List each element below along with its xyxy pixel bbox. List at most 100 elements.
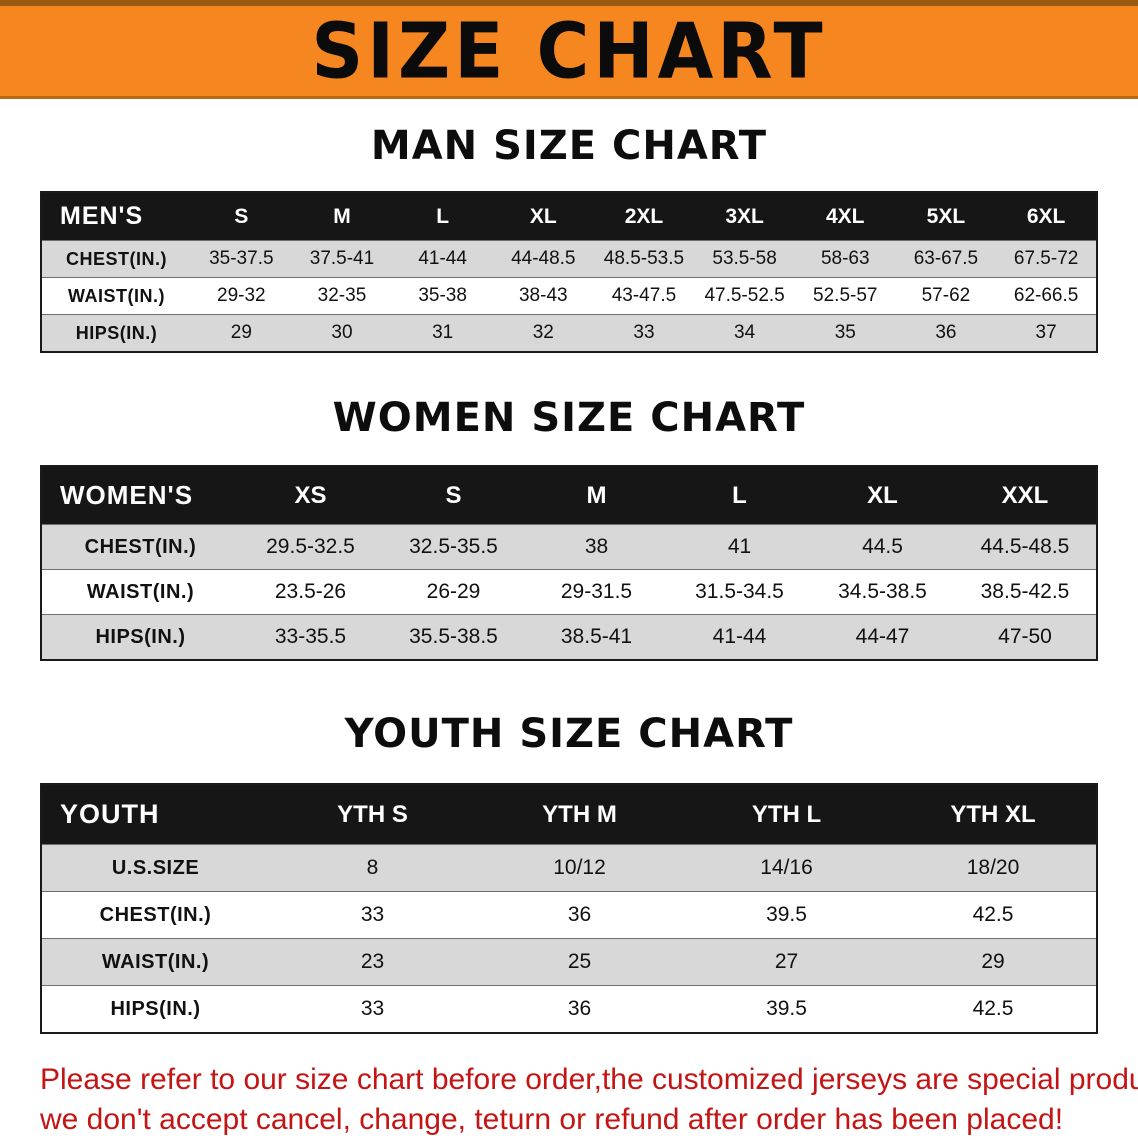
women-row-label: CHEST(IN.) <box>84 535 197 558</box>
men-measurement-cell: 32-35 <box>317 285 367 306</box>
women-measurement-cell: 32.5-35.5 <box>409 535 498 558</box>
women-size-table-body: CHEST(IN.) 29.5-32.5 32.5-35.5 38 41 44.5 44.5… <box>41 524 1097 660</box>
women-size-table-wrapper: WOMEN'S XS S M L XL XXL CHEST(IN.) 29.5-32.5 32.… <box>0 465 1138 661</box>
youth-corner-label: YOUTH <box>41 784 269 845</box>
women-measurement-cell: 38.5-42.5 <box>980 580 1070 603</box>
men-size-table-head: MEN'S S M L XL 2XL 3XL 4XL 5XL 6XL <box>41 192 1097 241</box>
men-measurement-cell: 53.5-58 <box>712 248 777 269</box>
women-measurement-cell: 38 <box>584 535 609 558</box>
women-size-column-header: S <box>382 466 525 525</box>
men-size-table-body: CHEST(IN.) 35-37.5 37.5-41 41-44 44-48.5 48.5… <box>41 240 1097 352</box>
size-chart-banner-title: SIZE CHART <box>311 6 827 96</box>
men-size-column-header: 3XL <box>694 192 795 241</box>
men-measurement-cell: 48.5-53.5 <box>603 248 685 269</box>
women-measurement-cell: 29-31.5 <box>560 580 633 603</box>
women-measurement-cell: 44-47 <box>855 625 910 648</box>
youth-measurement-cell: 33 <box>360 903 385 926</box>
men-size-column-header: 6XL <box>996 192 1097 241</box>
women-size-column-header: XS <box>239 466 382 525</box>
youth-row-label: WAIST(IN.) <box>101 950 210 973</box>
men-measurement-cell: 31 <box>432 322 454 343</box>
women-size-column-header: XXL <box>954 466 1097 525</box>
men-measurement-cell: 32 <box>532 322 554 343</box>
women-size-column-header: M <box>525 466 668 525</box>
men-row-label: CHEST(IN.) <box>66 248 167 269</box>
youth-measurement-cell: 10/12 <box>553 856 606 879</box>
women-measurement-cell: 33-35.5 <box>274 625 347 648</box>
youth-size-column-header: YTH L <box>683 784 890 845</box>
women-measurement-cell: 38.5-41 <box>560 625 633 648</box>
women-measurement-row: CHEST(IN.) 29.5-32.5 32.5-35.5 38 41 44.5 44.5… <box>41 524 1097 570</box>
men-measurement-row: WAIST(IN.) 29-32 32-35 35-38 38-43 43-47.5 47.… <box>41 277 1097 315</box>
youth-measurement-row: HIPS(IN.) 33 36 39.5 42.5 <box>41 985 1097 1034</box>
men-measurement-cell: 30 <box>331 322 353 343</box>
youth-measurement-cell: 29 <box>981 950 1005 973</box>
women-measurement-cell: 35.5-38.5 <box>409 625 498 648</box>
men-size-column-header: L <box>392 192 493 241</box>
women-measurement-cell: 23.5-26 <box>274 580 347 603</box>
women-size-table: WOMEN'S XS S M L XL XXL CHEST(IN.) 29.5-32.5 32.… <box>40 465 1098 661</box>
men-measurement-cell: 63-67.5 <box>913 248 979 269</box>
men-measurement-row: HIPS(IN.) 29 30 31 32 33 34 35 36 37 <box>41 314 1097 352</box>
men-measurement-cell: 37.5-41 <box>309 248 375 269</box>
youth-size-column-header: YTH M <box>476 784 683 845</box>
women-measurement-cell: 26-29 <box>426 580 481 603</box>
youth-header-row: YOUTH YTH S YTH M YTH L YTH XL <box>41 784 1097 845</box>
men-measurement-cell: 62-66.5 <box>1013 285 1079 306</box>
youth-measurement-cell: 36 <box>567 997 592 1020</box>
women-row-label: HIPS(IN.) <box>95 625 186 648</box>
women-measurement-cell: 29.5-32.5 <box>266 535 355 558</box>
youth-size-table-head: YOUTH YTH S YTH M YTH L YTH XL <box>41 784 1097 845</box>
youth-measurement-cell: 14/16 <box>760 856 813 879</box>
men-section-heading: MAN SIZE CHART <box>370 123 768 169</box>
women-header-row: WOMEN'S XS S M L XL XXL <box>41 466 1097 525</box>
youth-row-label: U.S.SIZE <box>111 856 200 879</box>
men-size-table-wrapper: MEN'S S M L XL 2XL 3XL 4XL 5XL 6XL CHEST(IN.) 35-3… <box>0 191 1138 353</box>
men-measurement-cell: 52.5-57 <box>813 285 878 306</box>
women-row-label: WAIST(IN.) <box>86 580 195 603</box>
youth-row-label: CHEST(IN.) <box>99 903 212 926</box>
youth-measurement-cell: 42.5 <box>972 997 1014 1020</box>
women-size-column-header: L <box>668 466 811 525</box>
men-measurement-cell: 47.5-52.5 <box>704 285 785 306</box>
youth-measurement-cell: 25 <box>567 950 592 973</box>
youth-measurement-cell: 33 <box>360 997 385 1020</box>
men-measurement-cell: 67.5-72 <box>1013 248 1079 269</box>
women-size-column-header: XL <box>811 466 954 525</box>
men-measurement-cell: 33 <box>633 322 655 343</box>
men-measurement-row: CHEST(IN.) 35-37.5 37.5-41 41-44 44-48.5 48.5… <box>41 240 1097 278</box>
order-policy-notice-line-2: we don't accept cancel, change, teturn o… <box>40 1102 1064 1136</box>
men-size-column-header: M <box>291 192 393 241</box>
youth-measurement-cell: 39.5 <box>766 903 807 926</box>
women-measurement-cell: 44.5-48.5 <box>980 535 1070 558</box>
women-measurement-row: HIPS(IN.) 33-35.5 35.5-38.5 38.5-41 41-44 44-… <box>41 614 1097 660</box>
men-header-row: MEN'S S M L XL 2XL 3XL 4XL 5XL 6XL <box>41 192 1097 241</box>
youth-measurement-row: U.S.SIZE 8 10/12 14/16 18/20 <box>41 844 1097 892</box>
men-measurement-cell: 29-32 <box>217 285 266 306</box>
women-measurement-cell: 34.5-38.5 <box>838 580 927 603</box>
youth-size-table: YOUTH YTH S YTH M YTH L YTH XL U.S.SIZE 8 10/1… <box>40 783 1098 1034</box>
youth-measurement-cell: 27 <box>774 950 799 973</box>
men-measurement-cell: 35-38 <box>418 285 467 306</box>
women-measurement-cell: 44.5 <box>862 535 903 558</box>
men-measurement-cell: 58-63 <box>820 248 870 269</box>
youth-size-table-body: U.S.SIZE 8 10/12 14/16 18/20 CHEST(IN.) 33 36 39… <box>41 844 1097 1034</box>
women-measurement-cell: 41-44 <box>712 625 767 648</box>
men-measurement-cell: 38-43 <box>518 285 568 306</box>
men-measurement-cell: 43-47.5 <box>611 285 677 306</box>
youth-measurement-cell: 36 <box>567 903 592 926</box>
men-size-column-header: XL <box>492 192 594 241</box>
size-chart-banner: SIZE CHART <box>0 0 1138 99</box>
men-measurement-cell: 35-37.5 <box>209 248 274 269</box>
youth-size-table-wrapper: YOUTH YTH S YTH M YTH L YTH XL U.S.SIZE 8 10/1… <box>0 783 1138 1034</box>
youth-measurement-row: CHEST(IN.) 33 36 39.5 42.5 <box>41 891 1097 939</box>
women-section-heading: WOMEN SIZE CHART <box>332 395 806 441</box>
men-size-column-header: 2XL <box>593 192 695 241</box>
women-measurement-cell: 47-50 <box>998 625 1052 648</box>
men-measurement-cell: 41-44 <box>418 248 467 269</box>
women-measurement-row: WAIST(IN.) 23.5-26 26-29 29-31.5 31.5-34.5 34… <box>41 569 1097 615</box>
youth-measurement-cell: 23 <box>360 950 385 973</box>
youth-section-heading: YOUTH SIZE CHART <box>344 711 794 757</box>
youth-measurement-cell: 8 <box>366 856 379 879</box>
youth-measurement-cell: 42.5 <box>972 903 1014 926</box>
